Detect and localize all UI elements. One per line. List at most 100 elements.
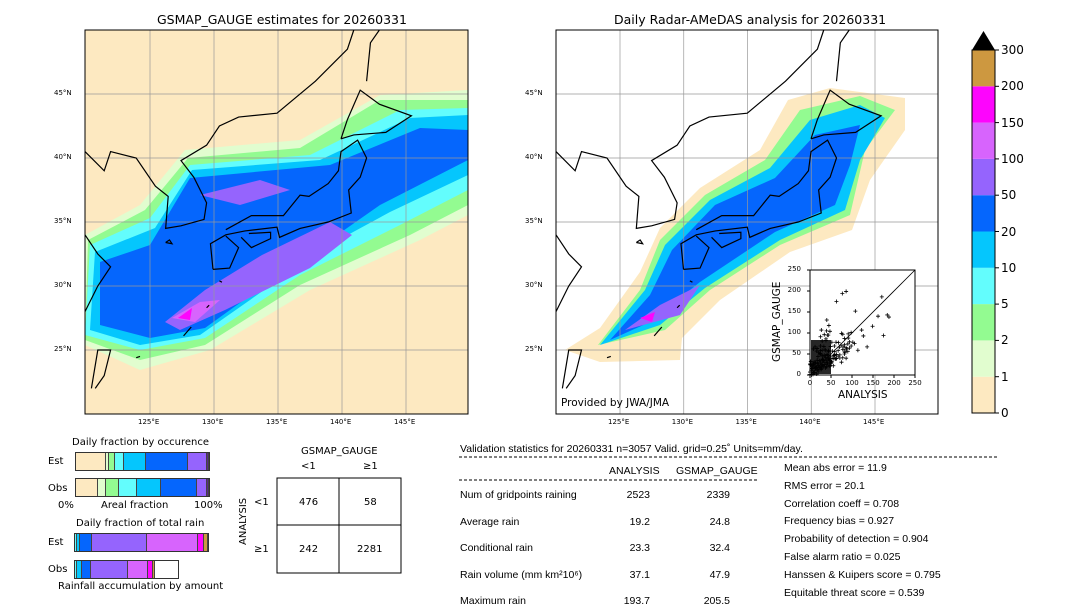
colorbar-tick-label: 0 [1001,406,1009,420]
scatter-point [827,329,832,334]
lat-tick-label: 35°N [54,217,72,225]
scatter-point [837,345,842,350]
bar-segment [147,534,199,551]
scatter-point [844,356,849,361]
scatter-point [847,339,852,344]
colorbar-tick-label: 50 [1001,188,1017,203]
stat-gsmap-value: 47.9 [709,568,730,581]
colorbar-bin [972,376,995,413]
row-label-ge1: ≥1 [254,544,269,555]
cell-false-alarm: 58 [364,497,377,508]
lon-tick-label: 125°E [138,418,160,426]
stat-gsmap-value: 2339 [706,489,730,501]
occurrence-xlabel: Areal fraction [101,500,169,511]
scatter-xtick-label: 50 [826,379,836,387]
bar-segment [109,453,116,470]
right-map-title: Daily Radar-AMeDAS analysis for 20260331 [614,12,887,27]
scatter-point [855,348,860,353]
total-rain-xlabel: Rainfall accumulation by amount [58,581,224,592]
scatter-point [849,330,854,335]
bar-segment [124,453,147,470]
scatter-ylabel: GSMAP_GAUGE [771,281,783,362]
scatter-point [836,340,841,345]
coastline [555,29,825,230]
lat-tick-label: 30°N [525,281,543,289]
lat-tick-label: 25°N [54,345,72,353]
bar-segment [106,479,120,496]
total-rain-obs-bar [74,560,179,579]
lon-tick-label: 145°E [394,418,416,426]
coastline [136,355,141,359]
scatter-point [836,348,841,353]
scatter-point [819,328,824,333]
stats-col-gsmap: GSMAP_GAUGE [676,465,758,477]
colorbar-tick-label: 150 [1001,115,1024,130]
scatter-point [881,333,886,338]
bar-segment [127,561,149,578]
bar-segment [148,561,154,578]
bar-segment [136,479,161,496]
lon-tick-label: 140°E [330,418,352,426]
scatter-point [885,312,890,317]
scatter-point [886,315,891,320]
coastline [676,304,681,309]
stat-gsmap-value: 24.8 [709,515,730,528]
colorbar-bin [972,195,995,232]
score-line: False alarm ratio = 0.025 [784,551,901,563]
lon-tick-label: 130°E [671,418,694,426]
total-rain-est-bar [74,533,209,552]
stat-analysis-value: 193.7 [623,595,650,607]
bar-segment [197,479,208,496]
occurrence-xtick-1: 100% [194,500,223,511]
scatter-point [840,291,845,296]
score-line: Hanssen & Kuipers score = 0.795 [784,568,941,581]
coastline [561,349,583,389]
score-line: Mean abs error = 11.9 [784,462,887,474]
stat-analysis-value: 23.3 [629,542,650,554]
coastline [84,29,355,230]
lat-tick-label: 45°N [54,89,72,97]
colorbar-tick-label: 1 [1001,369,1009,384]
lat-tick-label: 40°N [54,153,72,161]
lon-tick-label: 135°E [266,418,288,426]
row-label-lt1: <1 [254,497,269,508]
bar-segment [98,479,107,496]
scatter-point [870,324,875,329]
scatter-xtick-label: 200 [887,379,901,387]
stat-gsmap-value: 32.4 [709,542,730,554]
scatter-ytick-label: 250 [787,265,801,273]
scatter-xtick-label: 250 [908,379,922,387]
scatter-point [834,352,839,357]
lat-tick-label: 45°N [525,89,543,97]
scatter-point [839,343,844,348]
right-map-frame [555,29,939,415]
occurrence-est-bar [75,452,210,471]
colorbar [971,31,999,414]
scatter-point [831,356,836,361]
est-label-2: Est [48,537,64,548]
coastline [555,234,583,312]
occurrence-title: Daily fraction by occurence [72,437,210,448]
scatter-point [831,363,836,368]
left-map-title: GSMAP_GAUGE estimates for 20260331 [157,12,407,27]
coastline [653,326,663,337]
score-line: Probability of detection = 0.904 [784,533,929,546]
scatter-point [834,340,839,345]
contingency-col-title: GSMAP_GAUGE [301,446,378,457]
colorbar-tick-label: 100 [1001,151,1024,166]
coastline [810,89,883,140]
bar-segment [160,479,198,496]
scatter-point [846,331,851,336]
scatter-point [834,299,839,304]
colorbar-bin [972,340,995,377]
scatter-point [841,344,846,349]
coastline [84,234,112,312]
coastline [366,29,380,82]
scatter-point [826,323,831,328]
bar-segment [119,479,137,496]
stat-label: Num of gridpoints raining [460,489,577,501]
scatter-xlabel: ANALYSIS [838,389,888,401]
stat-label: Maximum rain [460,595,526,607]
bar-segment [115,453,125,470]
